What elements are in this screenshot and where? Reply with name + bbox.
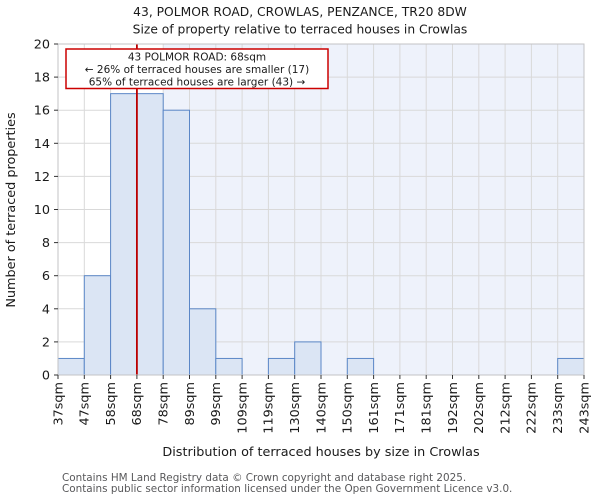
y-tick-label: 16 xyxy=(34,104,50,119)
histogram-bar xyxy=(557,357,585,376)
x-axis-label: Distribution of terraced houses by size … xyxy=(162,445,480,460)
x-tick-label: 119sqm xyxy=(262,382,277,434)
histogram-bar xyxy=(83,275,112,376)
x-tick-label: 192sqm xyxy=(446,382,461,434)
histogram-bar xyxy=(294,341,322,376)
x-tick-label: 37sqm xyxy=(51,382,66,426)
annotation-box: 43 POLMOR ROAD: 68sqm ← 26% of terraced … xyxy=(65,48,329,90)
footer-line-1: Contains HM Land Registry data © Crown c… xyxy=(62,472,466,484)
plot-area: 0 2 4 6 8 10 12 14 16 18 20 37sqm 47sqm 58sqm 68sqm 78s… xyxy=(34,38,593,434)
chart-subtitle: Size of property relative to terraced ho… xyxy=(133,23,468,37)
annotation-border xyxy=(65,48,329,90)
x-tick-label: 171sqm xyxy=(393,382,408,434)
x-tick-label: 78sqm xyxy=(157,382,172,426)
chart-title: 43, POLMOR ROAD, CROWLAS, PENZANCE, TR20… xyxy=(133,5,467,19)
histogram-bar xyxy=(162,109,190,376)
x-tick-label: 109sqm xyxy=(235,382,250,434)
y-tick-label: 0 xyxy=(42,369,50,384)
x-tick-label: 181sqm xyxy=(420,382,435,434)
x-tick-label: 68sqm xyxy=(130,382,145,426)
histogram-bar xyxy=(346,357,375,376)
y-tick-label: 10 xyxy=(34,203,50,218)
x-tick-label: 99sqm xyxy=(209,382,224,426)
annotation-line-3: 65% of terraced houses are larger (43) → xyxy=(89,77,306,89)
histogram-bar xyxy=(136,93,164,376)
x-tick-label: 222sqm xyxy=(525,382,540,434)
histogram-bar xyxy=(267,357,296,376)
annotation-line-1: 43 POLMOR ROAD: 68sqm xyxy=(128,52,266,64)
x-tick-label: 233sqm xyxy=(551,382,566,434)
y-tick-label: 6 xyxy=(42,269,50,284)
annotation-line-2: ← 26% of terraced houses are smaller (17… xyxy=(85,64,309,76)
x-tick-label: 161sqm xyxy=(367,382,382,434)
footer-line-2: Contains public sector information licen… xyxy=(62,483,512,495)
y-tick-label: 14 xyxy=(34,137,50,152)
x-tick-label: 58sqm xyxy=(104,382,119,426)
y-tick-label: 12 xyxy=(34,170,50,185)
x-tick-label: 202sqm xyxy=(472,382,487,434)
x-tick-label: 140sqm xyxy=(314,382,329,434)
y-tick-label: 2 xyxy=(42,335,50,350)
x-tick-label: 89sqm xyxy=(183,382,198,426)
x-tick-label: 47sqm xyxy=(78,382,93,426)
y-tick-label: 8 xyxy=(42,236,50,251)
x-tick-label: 150sqm xyxy=(341,382,356,434)
y-tick-label: 4 xyxy=(42,302,50,317)
y-axis-label: Number of terraced properties xyxy=(4,112,19,308)
histogram-bar xyxy=(215,357,243,376)
x-tick-label: 243sqm xyxy=(577,382,592,434)
x-tick-label: 212sqm xyxy=(498,382,513,434)
histogram-bar xyxy=(57,357,85,376)
histogram-bar xyxy=(110,93,138,376)
y-tick-label: 20 xyxy=(34,38,50,53)
y-tick-label: 18 xyxy=(34,71,50,86)
x-tick-label: 130sqm xyxy=(288,382,303,434)
histogram-bar xyxy=(189,308,217,376)
